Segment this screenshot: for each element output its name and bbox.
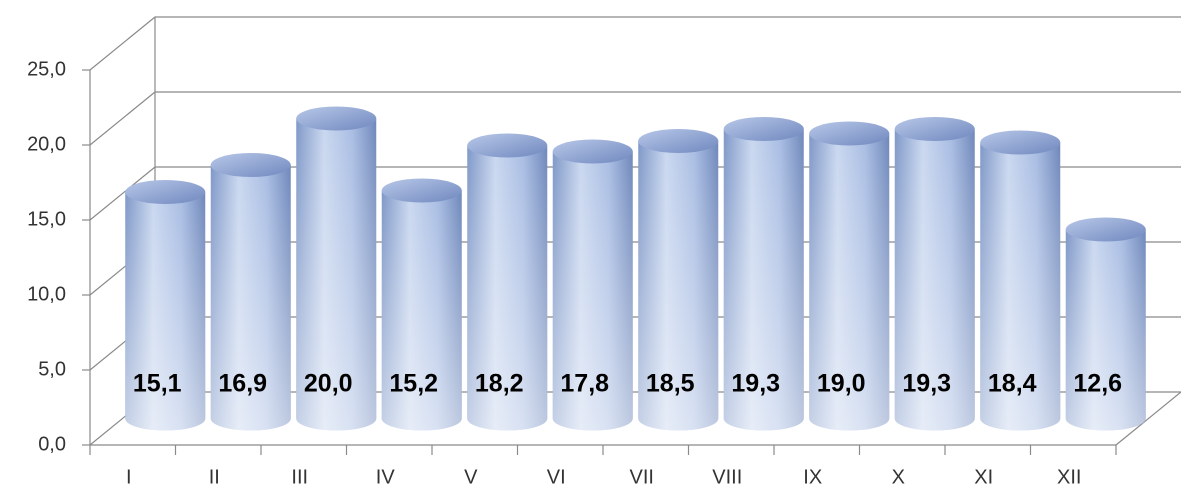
- grid-line: [89, 16, 1181, 71]
- x-tick-label: X: [892, 466, 905, 488]
- bar-top: [894, 117, 975, 141]
- y-tick-label: 20,0: [27, 133, 66, 155]
- y-tick-label: 10,0: [27, 283, 66, 305]
- bar-top: [552, 139, 633, 164]
- bar-shade: [552, 151, 633, 431]
- bar-top: [809, 121, 890, 146]
- bar-top: [381, 178, 462, 203]
- bar-shade: [723, 129, 804, 431]
- bar-shade: [296, 118, 377, 431]
- y-tick-label: 5,0: [38, 358, 66, 380]
- x-tick-label: XI: [974, 466, 993, 488]
- grid-line: [89, 91, 1181, 146]
- bar-top: [980, 130, 1061, 155]
- x-tick-label: I: [126, 466, 132, 488]
- y-tick-label: 25,0: [27, 58, 66, 80]
- bar-shade: [980, 142, 1061, 431]
- bar-shade: [1065, 229, 1146, 431]
- bar-shade: [467, 145, 548, 431]
- bar-shade: [381, 190, 462, 431]
- y-tick-label: 15,0: [27, 208, 66, 230]
- bar-shade: [638, 141, 719, 431]
- x-tick-label: V: [464, 466, 478, 488]
- bar-top: [296, 106, 377, 131]
- x-tick-label: III: [291, 466, 308, 488]
- value-label: 19,0: [817, 370, 866, 398]
- y-tick-label: 0,0: [38, 433, 66, 455]
- bar-top: [638, 129, 719, 153]
- x-tick-label: VIII: [712, 466, 742, 488]
- value-label: 18,2: [475, 370, 524, 398]
- x-tick-label: II: [209, 466, 220, 488]
- x-tick-label: XII: [1057, 466, 1081, 488]
- bar-shade: [809, 133, 890, 431]
- bar-top: [723, 117, 804, 141]
- value-label: 20,0: [304, 370, 353, 398]
- value-label: 15,1: [133, 370, 182, 398]
- bar-top: [125, 180, 206, 204]
- x-tick-label: IX: [803, 466, 822, 488]
- bar-shade: [894, 129, 975, 431]
- value-label: 19,3: [731, 370, 780, 398]
- bar-shade: [210, 165, 291, 431]
- bar-shade: [125, 192, 206, 431]
- bar-top: [467, 133, 548, 158]
- x-tick-label: VII: [630, 466, 654, 488]
- bar-top: [210, 153, 291, 177]
- x-tick-label: VI: [547, 466, 566, 488]
- floor-edge: [1115, 391, 1181, 446]
- value-label: 15,2: [389, 370, 438, 398]
- value-label: 12,6: [1073, 370, 1122, 398]
- value-label: 18,5: [646, 370, 695, 398]
- value-label: 19,3: [902, 370, 951, 398]
- value-label: 16,9: [218, 370, 267, 398]
- value-label: 18,4: [988, 370, 1037, 398]
- x-tick-label: IV: [376, 466, 396, 488]
- value-label: 17,8: [560, 370, 609, 398]
- bar-top: [1065, 217, 1146, 242]
